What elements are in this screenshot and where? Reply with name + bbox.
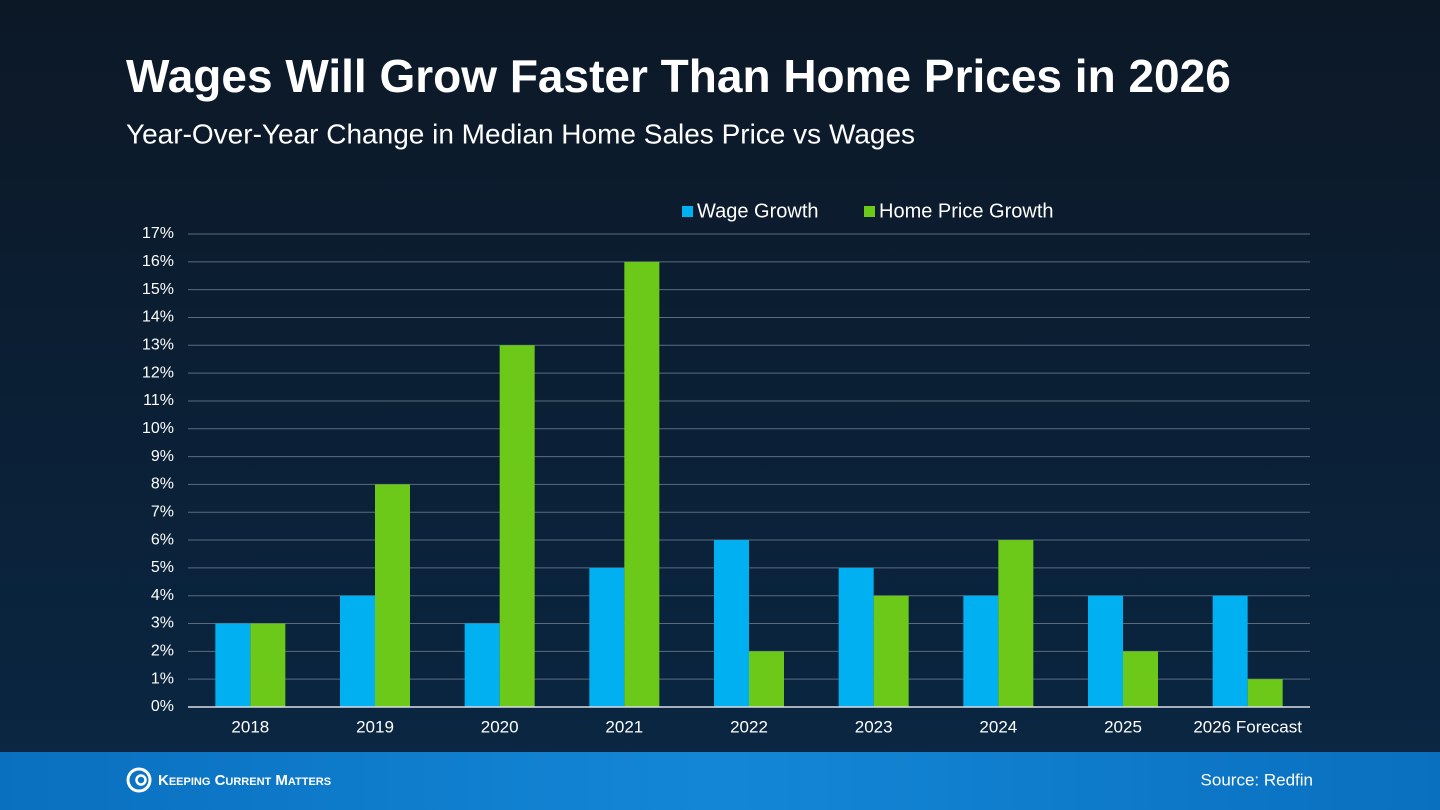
y-tick-label: 5%	[151, 559, 174, 576]
bar	[963, 595, 999, 707]
y-tick-label: 3%	[151, 615, 174, 632]
y-tick-label: 14%	[142, 309, 174, 326]
y-tick-label: 10%	[142, 420, 174, 437]
y-tick-label: 4%	[151, 587, 174, 604]
y-tick-label: 8%	[151, 476, 174, 493]
x-tick-label: 2025	[1104, 717, 1142, 736]
bar	[499, 345, 535, 707]
y-tick-label: 12%	[142, 364, 174, 381]
brand-logo	[126, 767, 152, 793]
bar	[714, 540, 749, 707]
y-tick-label: 11%	[143, 392, 174, 409]
bar	[1247, 679, 1283, 707]
bar	[1088, 595, 1123, 707]
legend-label: Home Price Growth	[879, 200, 1054, 222]
chart-title: Wages Will Grow Faster Than Home Prices …	[126, 50, 1231, 102]
bar	[589, 567, 625, 707]
y-tick-label: 13%	[142, 337, 174, 354]
y-tick-label: 2%	[151, 643, 174, 660]
bar	[1212, 595, 1248, 707]
x-tick-label: 2020	[481, 717, 519, 736]
legend-label: Wage Growth	[697, 200, 819, 222]
x-tick-label: 2026 Forecast	[1193, 717, 1302, 736]
bar	[250, 623, 286, 707]
y-tick-label: 9%	[151, 448, 174, 465]
x-tick-label: 2023	[855, 717, 893, 736]
legend-swatch	[864, 206, 875, 217]
x-tick-label: 2024	[979, 717, 1017, 736]
y-tick-label: 6%	[151, 531, 174, 548]
bar	[375, 484, 410, 707]
bar	[749, 651, 784, 707]
y-tick-label: 7%	[151, 503, 174, 520]
bar	[624, 261, 660, 707]
legend-swatch	[682, 206, 693, 217]
chart-subtitle: Year-Over-Year Change in Median Home Sal…	[126, 118, 915, 149]
x-tick-label: 2022	[730, 717, 768, 736]
bar	[873, 595, 909, 707]
bar	[464, 623, 500, 707]
plot-area: 0% 1% 2% 3% 4% 5% 6% 7% 8% 9% 10% 11% 12% 13% 14% 15% 16…	[142, 200, 1310, 736]
footer-bar	[0, 752, 1440, 810]
source: Source: Redfin	[1201, 770, 1313, 789]
y-tick-label: 16%	[142, 253, 174, 270]
bar	[215, 623, 251, 707]
x-tick-label: 2021	[605, 717, 643, 736]
brand-logo-inner	[135, 774, 147, 786]
x-tick-label: 2018	[231, 717, 269, 736]
y-tick-label: 1%	[151, 670, 174, 687]
x-tick-label: 2019	[356, 717, 394, 736]
bar	[998, 540, 1034, 707]
y-tick-label: 15%	[142, 281, 174, 298]
bar	[1123, 651, 1158, 707]
brand-name: Keeping Current Matters	[158, 772, 331, 789]
bar	[838, 567, 874, 707]
y-tick-label: 0%	[151, 698, 174, 715]
y-tick-label: 17%	[142, 225, 174, 242]
bar	[340, 595, 375, 707]
